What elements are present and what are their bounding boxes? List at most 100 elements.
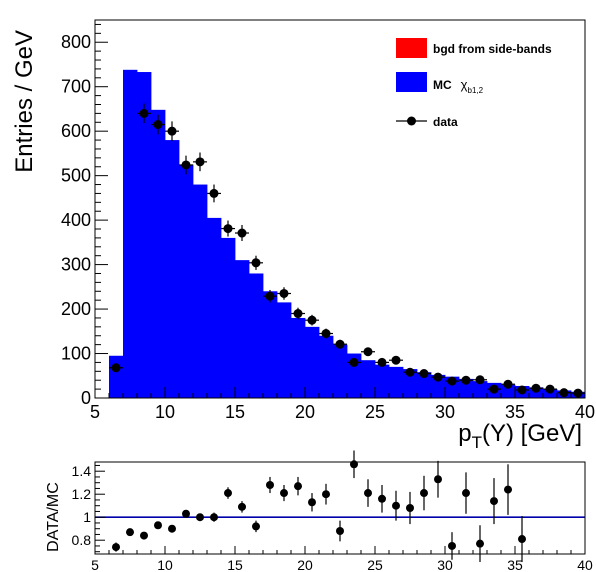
legend: bgd from side-bands MC χb1,2 data	[396, 38, 552, 129]
ratio-y-axis-title: DATA/MC	[45, 482, 62, 552]
mc-bin	[137, 72, 152, 399]
data-point	[489, 384, 499, 394]
ratio-point	[504, 485, 512, 494]
x-tick-label: 35	[505, 402, 525, 422]
ratio-x-axis-ticks: 5 10 15 20 25 30 35 40	[91, 546, 593, 572]
x-tick-label: 30	[435, 402, 455, 422]
ratio-x-tick-label: 35	[507, 557, 523, 572]
ratio-y-axis-ticks: 0.8 1 1.2 1.4	[72, 463, 105, 553]
ratio-point	[448, 541, 456, 550]
data-point	[209, 188, 219, 198]
mc-bin	[403, 369, 418, 398]
data-point	[181, 160, 191, 170]
data-point	[251, 258, 261, 268]
y-tick-label: 500	[61, 166, 91, 186]
x-tick-label: 40	[575, 402, 595, 422]
mc-bin	[375, 364, 390, 398]
ratio-point	[210, 513, 218, 522]
data-point	[223, 224, 233, 234]
x-tick-label: 10	[155, 402, 175, 422]
ratio-x-tick-label: 40	[577, 557, 593, 572]
x-axis-title-sub: T	[472, 433, 482, 452]
ratio-y-tick-label: 0.8	[72, 532, 92, 548]
ratio-point	[378, 494, 386, 503]
mc-bin	[305, 326, 320, 398]
data-point	[321, 329, 331, 339]
ratio-point	[196, 513, 204, 522]
ratio-x-tick-label: 25	[367, 557, 383, 572]
data-point	[503, 379, 513, 389]
ratio-point	[168, 524, 176, 533]
x-axis-title: pT(Υ) [GeV]	[458, 420, 582, 452]
x-tick-label: 25	[365, 402, 385, 422]
y-tick-label: 0	[81, 388, 91, 408]
ratio-point	[336, 527, 344, 535]
mc-bin	[165, 140, 180, 398]
y-tick-label: 300	[61, 255, 91, 275]
ratio-y-tick-label: 1	[83, 509, 91, 525]
main-plot-frame	[94, 19, 586, 399]
x-tick-label: 5	[90, 402, 100, 422]
data-point	[265, 291, 275, 301]
data-point	[363, 347, 373, 357]
mc-bin	[277, 302, 292, 398]
ratio-point	[490, 497, 498, 506]
data-point	[559, 388, 569, 398]
y-tick-label: 400	[61, 210, 91, 230]
ratio-point	[392, 501, 400, 510]
ratio-panel: 5 10 15 20 25 30 35 40 0.8 1 1.2 1.4 DATA/MC	[45, 450, 593, 572]
mc-bin	[207, 217, 222, 398]
y-tick-label: 700	[61, 77, 91, 97]
data-point	[531, 383, 541, 393]
mc-bin	[263, 291, 278, 398]
ratio-x-tick-label: 20	[297, 557, 313, 572]
ratio-point	[154, 521, 162, 530]
data-point	[349, 357, 359, 367]
x-axis-title-rest: (Υ) [GeV]	[482, 420, 582, 447]
x-tick-label: 20	[295, 402, 315, 422]
mc-bin	[389, 366, 404, 398]
y-axis-ticks: 0 100 200 300 400 500 600 700 800	[61, 23, 108, 408]
data-point	[447, 376, 457, 386]
data-point	[573, 388, 583, 398]
ratio-point	[182, 509, 190, 518]
data-point	[419, 369, 429, 379]
mc-bin	[291, 317, 306, 398]
ratio-point	[406, 504, 414, 512]
legend-label-mc-text: MC	[433, 78, 452, 92]
legend-label-data: data	[433, 115, 458, 129]
mc-bin	[417, 372, 432, 398]
ratio-x-tick-label: 10	[157, 557, 173, 572]
mc-bin	[459, 378, 474, 398]
legend-label-mc: MC χb1,2	[433, 77, 484, 95]
legend-label-bgd: bgd from side-bands	[433, 42, 552, 56]
data-point	[377, 357, 387, 367]
ratio-point	[294, 482, 302, 491]
ratio-point	[420, 489, 428, 498]
ratio-y-tick-label: 1.2	[72, 486, 92, 502]
data-point	[279, 288, 289, 298]
ratio-x-tick-label: 5	[91, 557, 99, 572]
mc-bin	[361, 360, 376, 398]
ratio-point	[112, 543, 120, 552]
data-point	[391, 355, 401, 365]
mc-bin	[109, 355, 124, 398]
data-point	[307, 315, 317, 325]
data-point	[545, 384, 555, 394]
ratio-point	[308, 498, 316, 507]
legend-swatch-mc	[396, 72, 427, 92]
ratio-point	[462, 489, 470, 498]
y-axis-title: Entries / GeV	[11, 30, 38, 173]
ratio-point	[518, 535, 526, 544]
data-point	[139, 108, 149, 118]
mc-bin	[151, 109, 166, 398]
mc-bin	[319, 335, 334, 398]
data-point	[195, 157, 205, 167]
legend-marker-data	[407, 116, 416, 126]
mc-bin	[179, 164, 194, 398]
data-point	[475, 375, 485, 385]
mc-bin	[249, 273, 264, 398]
ratio-y-tick-label: 1.4	[72, 463, 92, 479]
data-point	[335, 339, 345, 349]
